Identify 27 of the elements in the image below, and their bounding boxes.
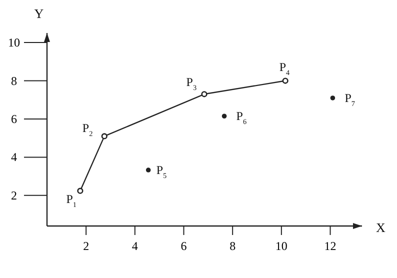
y-tick-label: 8 [11, 74, 17, 88]
annotation: P$_{1}$ [66, 192, 77, 209]
annotation: P$_{4}$ [279, 60, 290, 77]
point [222, 114, 227, 119]
x-tick-label: 4 [132, 239, 138, 253]
y-tick-label: 10 [8, 36, 20, 50]
x-tick-label: 10 [275, 239, 288, 253]
x-axis-title: X [376, 220, 386, 235]
point [330, 96, 336, 100]
point [146, 168, 151, 172]
x-tick-label: 8 [230, 239, 236, 253]
y-tick-label: 6 [11, 112, 17, 126]
y-axis-title: Y [34, 6, 44, 21]
annotation: P$_{7}$ [344, 90, 356, 108]
point [201, 91, 208, 98]
point [282, 78, 288, 84]
annotation: P$_{5}$ [156, 163, 168, 180]
x-tick-label: 2 [83, 239, 90, 253]
x-tick-label: 12 [324, 239, 336, 253]
annotation: P$_{6}$ [236, 109, 247, 126]
y-tick-label: 2 [11, 188, 17, 202]
point [77, 188, 84, 194]
annotation: P$_{2}$ [82, 121, 94, 138]
x-tick-label: 6 [180, 239, 187, 253]
annotation: P$_{3}$ [186, 75, 197, 92]
y-tick-label: 4 [11, 150, 17, 164]
point [101, 133, 108, 140]
